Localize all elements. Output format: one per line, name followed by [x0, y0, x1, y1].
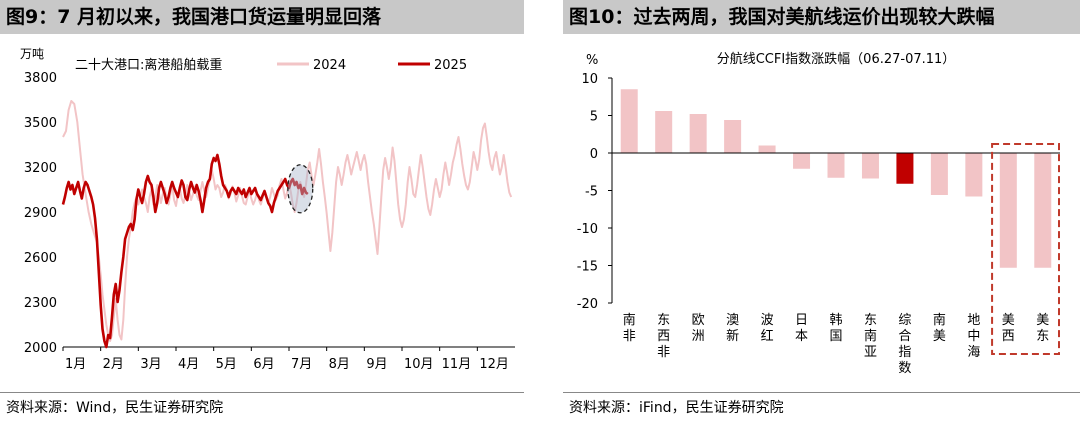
series-group	[61, 100, 513, 349]
category-label: 东西非	[657, 313, 670, 360]
y-axis-unit: %	[586, 53, 598, 68]
y-axis-ticks: 10 5 0 -5 -10 -15 -20	[577, 72, 612, 312]
x-tick-label: 7月	[291, 357, 312, 372]
y-tick-label: 0	[590, 147, 598, 162]
category-label: 欧洲	[692, 313, 705, 344]
x-tick-label: 8月	[329, 357, 350, 372]
ccfi-route-bar-chart: % 分航线CCFI指数涨跌幅（06.27-07.11） 10 5 0 -5 -10 -15…	[577, 51, 1060, 376]
bar-韩国	[827, 153, 845, 178]
y-tick-label: -15	[577, 260, 598, 275]
figure-9-title: 图9：7 月初以来，我国港口货运量明显回落	[0, 0, 524, 34]
y-tick-label: 3800	[24, 71, 57, 86]
category-label: 波红	[761, 313, 774, 344]
y-tick-label: 10	[581, 72, 598, 87]
us-routes-dashed-box	[991, 143, 1060, 355]
bar-日本	[793, 153, 811, 169]
category-label: 美东	[1036, 313, 1049, 344]
series-line-2025	[61, 153, 309, 349]
bar-美东	[1034, 153, 1052, 268]
bar-东西非	[655, 111, 673, 153]
legend: 2024 2025	[277, 58, 467, 73]
x-tick-label: 1月	[65, 357, 86, 372]
bar-综合指数	[896, 153, 914, 184]
bar-南非	[620, 89, 638, 153]
x-tick-label: 6月	[253, 357, 274, 372]
x-tick-label: 12月	[479, 357, 509, 372]
y-tick-label: 2000	[24, 341, 57, 356]
figure-10-title: 图10：过去两周，我国对美航线运价出现较大跌幅	[563, 0, 1080, 34]
figure-9-source: 资料来源：Wind，民生证券研究院	[0, 392, 524, 422]
category-label: 日本	[795, 313, 808, 344]
bar-欧洲	[689, 114, 707, 153]
x-tick-label: 10月	[404, 357, 434, 372]
category-label: 美西	[1002, 313, 1015, 344]
bar-南美	[930, 153, 948, 195]
category-label: 韩国	[829, 313, 842, 344]
category-label: 综合指数	[898, 313, 911, 376]
chart-title: 二十大港口:离港船舶载重	[75, 57, 222, 73]
category-label: 南非	[623, 312, 636, 344]
y-tick-label: 3500	[24, 116, 57, 131]
y-axis-unit: 万吨	[20, 47, 44, 61]
port-cargo-line-chart: 万吨 二十大港口:离港船舶载重 2024 2025 2000 2300 2600 29…	[20, 47, 515, 372]
bar-东南亚	[861, 153, 879, 179]
x-axis-ticks: 1月 2月 3月 4月 5月 6月 7月 8月 9月 10月 11月 12月	[62, 347, 509, 372]
y-tick-label: 2300	[24, 296, 57, 311]
x-tick-label: 3月	[140, 357, 161, 372]
bar-美西	[999, 153, 1017, 268]
series-line-2024	[62, 100, 513, 342]
y-tick-label: 3200	[24, 161, 57, 176]
y-tick-label: 2900	[24, 206, 57, 221]
x-tick-label: 2月	[103, 357, 124, 372]
bar-澳新	[724, 120, 742, 153]
y-axis-ticks: 2000 2300 2600 2900 3200 3500 3800	[24, 71, 57, 356]
legend-label-2025: 2025	[434, 58, 467, 73]
legend-label-2024: 2024	[313, 58, 346, 73]
category-label: 地中海	[967, 313, 980, 360]
category-label: 澳新	[726, 312, 739, 344]
highlight-ellipse	[287, 164, 314, 214]
chart-title: 分航线CCFI指数涨跌幅（06.27-07.11）	[717, 51, 956, 67]
y-tick-label: 5	[590, 110, 598, 125]
bar-波红	[758, 145, 776, 153]
category-label: 南美	[933, 312, 946, 344]
x-tick-label: 4月	[178, 357, 199, 372]
bar-地中海	[965, 153, 983, 197]
category-label: 东南亚	[864, 313, 877, 360]
figure-10-source: 资料来源：iFind，民生证券研究院	[563, 392, 1080, 422]
bars-group	[620, 89, 1052, 268]
x-tick-label: 9月	[366, 357, 387, 372]
y-tick-label: -10	[577, 222, 598, 237]
x-tick-label: 5月	[216, 357, 237, 372]
y-tick-label: 2600	[24, 251, 57, 266]
x-tick-label: 11月	[442, 357, 472, 372]
y-tick-label: -5	[585, 185, 598, 200]
y-tick-label: -20	[577, 297, 598, 312]
